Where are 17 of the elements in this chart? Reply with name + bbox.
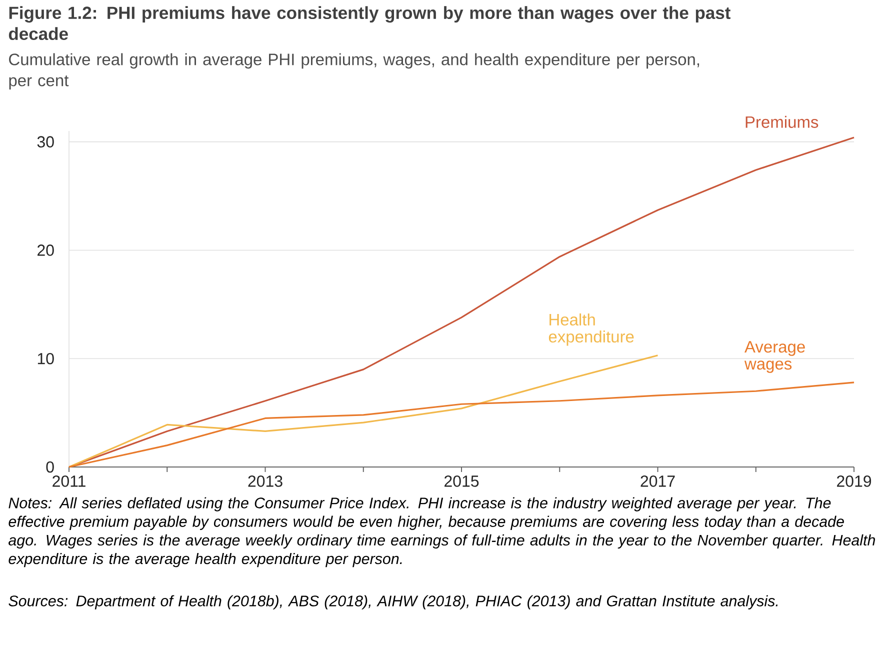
- series-label: Health expenditure: [548, 313, 634, 346]
- line-series: [68, 354, 659, 468]
- series-label: Premiums: [746, 116, 818, 128]
- x-tick-label: 2015: [444, 476, 479, 487]
- source-note: Sources: Department of Health (2018b), ABS (2018), AIHW (2018), PHIAC (2013) and Grattan Institute analysis.: [8, 595, 778, 610]
- y-tick-label: 0: [46, 461, 54, 473]
- series-label: Average wages: [744, 341, 805, 373]
- x-tick-label: 2019: [837, 476, 872, 487]
- chart-subtitle: Cumulative real growth in average PHI premiums, wages, and health expenditure per person, per cent: [9, 53, 700, 90]
- y-tick-label: 10: [38, 352, 54, 364]
- y-tick-label: 20: [38, 244, 54, 256]
- x-tick-label: 2013: [248, 476, 282, 487]
- chart-title: Figure 1.2: PHI premiums have consistently grown by more than wages over the past decade: [8, 6, 730, 40]
- y-tick-label: 30: [37, 136, 54, 148]
- x-tick-label: 2011: [52, 476, 86, 487]
- text: Notes: All series deflated using the Consumer Price Index. PHI increase is the industry weighted average per year. The effective premium payable by consumers would be even higher, because premiums are covering less today than a decade ago. Wages series is the average weekly ordinary time earnings of full-time adults in the year to the November quarter. Health expenditure is the average health expenditure per person.: [8, 497, 875, 568]
- x-tick-label: 2017: [640, 476, 675, 487]
